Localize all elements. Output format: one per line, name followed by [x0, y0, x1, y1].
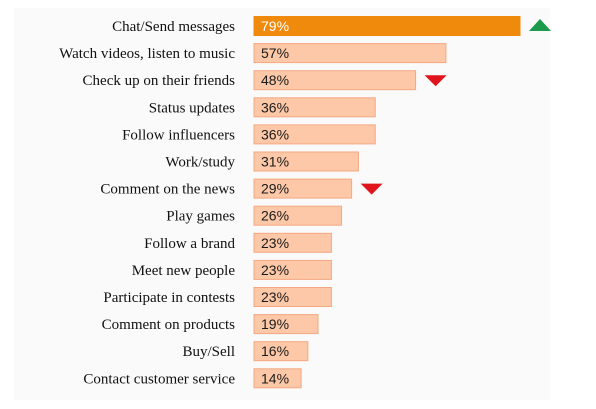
category-label: Contact customer service — [83, 371, 235, 387]
category-label: Check up on their friends — [83, 73, 236, 89]
bar — [253, 314, 319, 335]
data-label: 48% — [261, 72, 289, 88]
bar — [253, 287, 332, 307]
bar — [253, 124, 376, 145]
trend-down-arrow-icon — [360, 183, 383, 195]
category-label: Comment on products — [102, 317, 235, 333]
category-label: Chat/Send messages — [112, 19, 235, 35]
data-label: 31% — [261, 154, 289, 170]
bar — [253, 259, 332, 280]
bar — [253, 151, 359, 172]
category-label: Status updates — [149, 100, 235, 116]
bar — [253, 16, 521, 36]
data-label: 23% — [261, 262, 289, 278]
bar — [253, 205, 343, 226]
bar — [253, 232, 332, 253]
data-label: 26% — [261, 208, 289, 224]
bar — [253, 97, 376, 118]
category-label: Meet new people — [132, 263, 236, 279]
trend-down-arrow-icon — [424, 75, 447, 87]
data-label: 16% — [261, 343, 289, 359]
data-label: 29% — [261, 181, 289, 197]
data-label: 19% — [261, 316, 289, 332]
category-label: Work/study — [165, 155, 235, 171]
bar — [253, 43, 447, 64]
category-label: Follow influencers — [122, 127, 235, 143]
bar — [253, 70, 417, 91]
bar — [253, 178, 353, 199]
data-label: 36% — [261, 99, 289, 115]
data-label: 23% — [261, 289, 289, 305]
data-label: 23% — [261, 235, 289, 251]
data-label: 57% — [261, 45, 289, 61]
bar — [253, 368, 302, 389]
category-label: Participate in contests — [103, 290, 235, 306]
category-label: Play games — [166, 209, 235, 225]
category-label: Follow a brand — [144, 236, 235, 252]
category-label: Watch videos, listen to music — [59, 46, 235, 62]
data-label: 14% — [261, 370, 289, 386]
data-label: 79% — [261, 18, 289, 34]
data-label: 36% — [261, 126, 289, 142]
trend-up-arrow-icon — [529, 19, 551, 31]
bar — [253, 341, 309, 362]
category-label: Buy/Sell — [182, 344, 235, 360]
category-label: Comment on the news — [100, 182, 235, 198]
